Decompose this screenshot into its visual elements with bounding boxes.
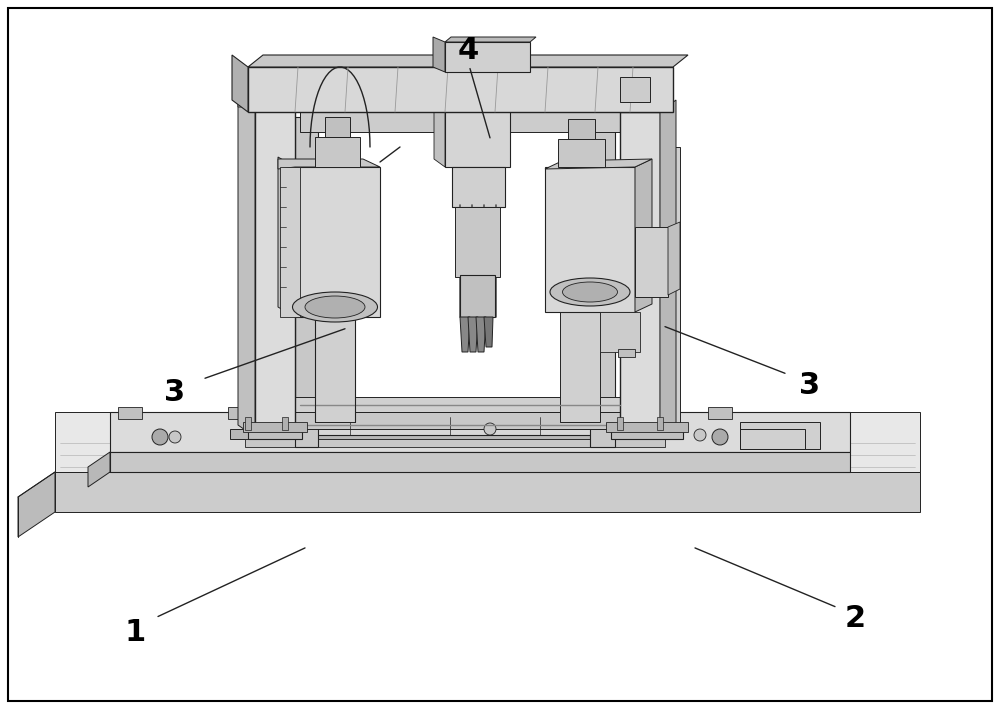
Polygon shape (433, 37, 445, 72)
Polygon shape (484, 317, 493, 347)
Polygon shape (230, 429, 680, 439)
Polygon shape (315, 137, 360, 167)
Polygon shape (295, 117, 318, 447)
Polygon shape (452, 167, 505, 207)
Polygon shape (545, 159, 652, 169)
Polygon shape (708, 407, 732, 419)
Polygon shape (635, 159, 652, 312)
Polygon shape (232, 55, 248, 112)
Circle shape (712, 429, 728, 445)
Polygon shape (245, 417, 251, 430)
Polygon shape (55, 472, 920, 512)
Polygon shape (445, 107, 510, 167)
Polygon shape (255, 107, 295, 437)
Polygon shape (668, 222, 680, 295)
Polygon shape (620, 77, 650, 102)
Polygon shape (600, 312, 640, 352)
Polygon shape (620, 112, 660, 437)
Polygon shape (300, 112, 640, 132)
Polygon shape (568, 119, 595, 139)
Polygon shape (657, 417, 663, 430)
Circle shape (694, 429, 706, 441)
Text: 2: 2 (844, 604, 866, 633)
Polygon shape (248, 55, 688, 67)
Polygon shape (295, 167, 380, 317)
Polygon shape (248, 429, 302, 439)
Polygon shape (295, 412, 625, 429)
Circle shape (169, 431, 181, 443)
Polygon shape (278, 157, 295, 317)
Ellipse shape (562, 282, 618, 302)
Polygon shape (280, 167, 300, 317)
Polygon shape (590, 122, 615, 447)
Polygon shape (635, 227, 668, 297)
Text: 3: 3 (164, 378, 186, 407)
Ellipse shape (305, 296, 365, 318)
Polygon shape (611, 429, 683, 439)
Polygon shape (545, 167, 635, 312)
Polygon shape (568, 407, 592, 419)
Ellipse shape (292, 292, 378, 322)
Polygon shape (618, 349, 635, 357)
Polygon shape (88, 452, 110, 487)
Polygon shape (295, 397, 625, 412)
Polygon shape (325, 117, 350, 137)
Polygon shape (476, 317, 486, 352)
Text: 1: 1 (124, 618, 146, 648)
Polygon shape (660, 147, 680, 427)
Polygon shape (445, 37, 536, 42)
Text: 4: 4 (457, 36, 479, 66)
Circle shape (484, 423, 496, 435)
Polygon shape (455, 207, 500, 277)
Polygon shape (315, 314, 355, 422)
Polygon shape (460, 275, 495, 317)
Polygon shape (278, 159, 380, 169)
Polygon shape (238, 95, 295, 107)
Polygon shape (558, 139, 605, 167)
Circle shape (152, 429, 168, 445)
Polygon shape (617, 417, 623, 430)
Polygon shape (110, 412, 850, 452)
Polygon shape (118, 407, 142, 419)
Polygon shape (238, 95, 255, 437)
Text: 3: 3 (799, 370, 821, 400)
Polygon shape (460, 317, 470, 352)
Polygon shape (260, 417, 640, 435)
Polygon shape (282, 417, 288, 430)
Polygon shape (110, 452, 850, 472)
Polygon shape (55, 412, 920, 472)
Polygon shape (740, 422, 820, 449)
Polygon shape (560, 309, 600, 422)
Polygon shape (740, 429, 805, 449)
Polygon shape (606, 422, 688, 432)
Polygon shape (445, 42, 530, 72)
Polygon shape (243, 422, 307, 432)
Polygon shape (228, 407, 252, 419)
Polygon shape (660, 100, 676, 437)
Polygon shape (468, 317, 478, 352)
Polygon shape (245, 439, 665, 447)
Ellipse shape (550, 278, 630, 306)
Polygon shape (18, 472, 55, 537)
Polygon shape (248, 67, 673, 112)
Polygon shape (434, 99, 445, 167)
